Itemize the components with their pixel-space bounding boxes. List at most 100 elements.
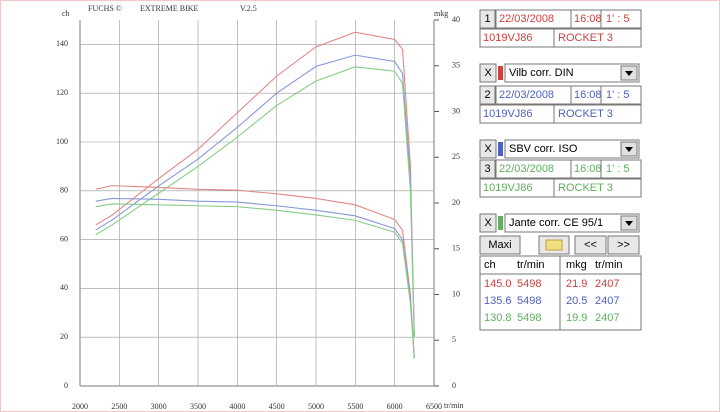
data-line bbox=[95, 197, 415, 359]
button[interactable] bbox=[479, 235, 521, 255]
table-cell: 20.5 bbox=[566, 295, 587, 307]
close-label[interactable]: X bbox=[484, 217, 492, 229]
x-tick-label: 3500 bbox=[190, 402, 206, 411]
correction-text[interactable]: SBV corr. ISO bbox=[509, 143, 578, 155]
run-field bbox=[600, 9, 642, 29]
correction-select[interactable] bbox=[504, 139, 640, 159]
table-cell: 5498 bbox=[517, 312, 541, 324]
x-tick-label: 6000 bbox=[387, 402, 403, 411]
button-label[interactable]: >> bbox=[617, 239, 630, 251]
run-model: ROCKET 3 bbox=[558, 32, 613, 44]
y2-tick-label: 20 bbox=[452, 198, 460, 207]
y-tick-label: 60 bbox=[60, 234, 68, 243]
data-line bbox=[95, 185, 415, 359]
table-cell: 145.0 bbox=[484, 278, 512, 290]
run-ratio: 1' : 5 bbox=[606, 89, 630, 101]
correction-text[interactable]: Jante corr. CE 95/1 bbox=[509, 217, 603, 229]
run-plate: 1019VJ86 bbox=[483, 32, 533, 44]
run-field bbox=[553, 104, 642, 124]
run-color bbox=[498, 216, 503, 230]
y2-tick-label: 35 bbox=[452, 61, 460, 70]
header-text: EXTREME BIKE bbox=[140, 4, 199, 13]
run-ratio: 1' : 5 bbox=[606, 13, 630, 25]
header-text: V.2.5 bbox=[240, 4, 257, 13]
correction-select[interactable] bbox=[504, 63, 640, 83]
y-tick-label: 0 bbox=[64, 381, 68, 390]
run-number-box bbox=[479, 159, 496, 179]
arrow-icon bbox=[625, 221, 633, 226]
x-tick-label: 4500 bbox=[269, 402, 285, 411]
y2-tick-label: 30 bbox=[452, 106, 460, 115]
close-label[interactable]: X bbox=[484, 67, 492, 79]
table-cell: 5498 bbox=[517, 278, 541, 290]
run-field bbox=[553, 178, 642, 198]
run-number-box bbox=[479, 9, 496, 29]
run-color bbox=[498, 142, 503, 156]
arrow-icon bbox=[625, 71, 633, 76]
run-field bbox=[600, 159, 642, 179]
run-time: 16:08 bbox=[574, 163, 602, 175]
y-tick-label: 80 bbox=[60, 186, 68, 195]
y2-axis-label: mkg bbox=[434, 9, 448, 18]
button-label[interactable]: << bbox=[584, 239, 597, 251]
correction-select[interactable] bbox=[504, 213, 640, 233]
table-header: mkg bbox=[566, 259, 587, 271]
y-tick-label: 20 bbox=[60, 332, 68, 341]
data-line bbox=[95, 31, 415, 338]
correction-text[interactable]: Vilb corr. DIN bbox=[509, 67, 574, 79]
x-tick-label: 3000 bbox=[151, 402, 167, 411]
y-tick-label: 40 bbox=[60, 283, 68, 292]
x-tick-label: 5000 bbox=[308, 402, 324, 411]
table-header: tr/min bbox=[517, 259, 545, 271]
run-model: ROCKET 3 bbox=[558, 182, 613, 194]
table-cell: 2407 bbox=[595, 295, 619, 307]
table-cell: 130.8 bbox=[484, 312, 512, 324]
run-number-box bbox=[479, 85, 496, 105]
run-number: 2 bbox=[484, 89, 490, 101]
table-cell: 2407 bbox=[595, 278, 619, 290]
y2-tick-label: 25 bbox=[452, 152, 460, 161]
button-label[interactable]: Maxi bbox=[488, 239, 511, 251]
button[interactable] bbox=[607, 235, 640, 255]
arrow-icon bbox=[625, 147, 633, 152]
x-tick-label: 2500 bbox=[111, 402, 127, 411]
y2-tick-label: 0 bbox=[452, 381, 456, 390]
table-cell: 135.6 bbox=[484, 295, 512, 307]
table-cell: 19.9 bbox=[566, 312, 587, 324]
run-date: 22/03/2008 bbox=[499, 89, 554, 101]
table-cell: 2407 bbox=[595, 312, 619, 324]
run-plate: 1019VJ86 bbox=[483, 182, 533, 194]
run-number: 3 bbox=[484, 163, 490, 175]
y2-tick-label: 15 bbox=[452, 244, 460, 253]
data-line bbox=[95, 66, 415, 338]
y2-tick-label: 10 bbox=[452, 289, 460, 298]
close-button[interactable] bbox=[479, 63, 497, 83]
y2-tick-label: 5 bbox=[452, 335, 456, 344]
table-header: ch bbox=[484, 259, 496, 271]
y-tick-label: 120 bbox=[56, 88, 68, 97]
run-plate: 1019VJ86 bbox=[483, 108, 533, 120]
run-field bbox=[600, 85, 642, 105]
close-button[interactable] bbox=[479, 213, 497, 233]
run-time: 16:08 bbox=[574, 13, 602, 25]
icon bbox=[545, 239, 563, 251]
run-color bbox=[498, 66, 503, 80]
table-cell: 21.9 bbox=[566, 278, 587, 290]
table-cell: 5498 bbox=[517, 295, 541, 307]
x-axis-label: tr/min bbox=[444, 401, 464, 410]
x-tick-label: 2000 bbox=[72, 402, 88, 411]
y2-tick-label: 40 bbox=[452, 15, 460, 24]
run-model: ROCKET 3 bbox=[558, 108, 613, 120]
table-header: tr/min bbox=[595, 259, 623, 271]
run-number: 1 bbox=[484, 13, 490, 25]
close-label[interactable]: X bbox=[484, 143, 492, 155]
header-text: FUCHS © bbox=[88, 4, 122, 13]
run-time: 16:08 bbox=[574, 89, 602, 101]
button[interactable] bbox=[574, 235, 607, 255]
x-tick-label: 5500 bbox=[347, 402, 363, 411]
data-line bbox=[95, 203, 415, 359]
close-button[interactable] bbox=[479, 139, 497, 159]
x-tick-label: 6500 bbox=[426, 402, 442, 411]
